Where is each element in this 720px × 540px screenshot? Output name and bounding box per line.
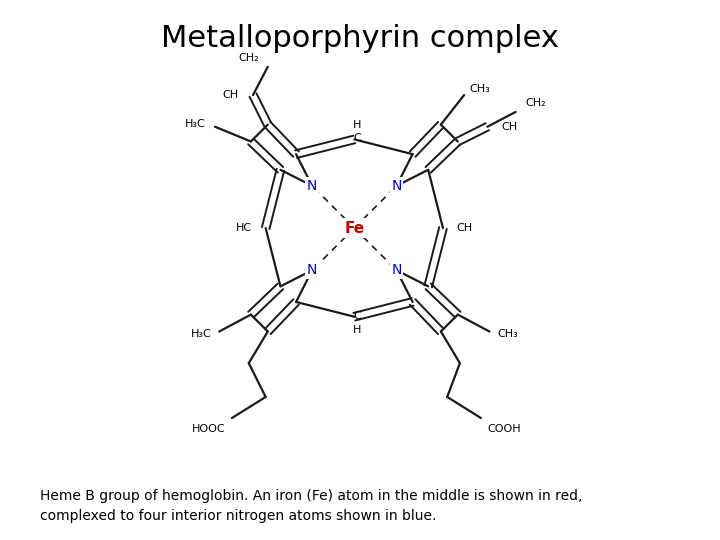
Text: CH: CH	[456, 223, 472, 233]
Text: H₃C: H₃C	[191, 329, 212, 339]
Text: Fe: Fe	[344, 220, 364, 235]
Text: C: C	[353, 310, 361, 321]
Text: C: C	[353, 133, 361, 143]
Text: complexed to four interior nitrogen atoms shown in blue.: complexed to four interior nitrogen atom…	[40, 509, 436, 523]
Text: Metalloporphyrin complex: Metalloporphyrin complex	[161, 24, 559, 53]
Text: H: H	[353, 120, 361, 131]
Text: CH₃: CH₃	[469, 84, 490, 94]
Text: HC: HC	[236, 223, 252, 233]
Text: COOH: COOH	[487, 424, 521, 434]
Text: N: N	[392, 179, 402, 193]
Text: N: N	[307, 179, 318, 193]
Text: Heme B group of hemoglobin. An iron (Fe) atom in the middle is shown in red,: Heme B group of hemoglobin. An iron (Fe)…	[40, 489, 582, 503]
Text: H₃C: H₃C	[185, 119, 206, 129]
Text: CH₂: CH₂	[525, 98, 546, 107]
Text: CH: CH	[222, 90, 238, 100]
Text: N: N	[392, 264, 402, 277]
Text: N: N	[307, 264, 318, 277]
Text: HOOC: HOOC	[192, 424, 225, 434]
Text: CH: CH	[502, 122, 518, 132]
Text: CH₃: CH₃	[497, 329, 518, 339]
Text: H: H	[353, 325, 361, 335]
Text: CH₂: CH₂	[238, 52, 258, 63]
